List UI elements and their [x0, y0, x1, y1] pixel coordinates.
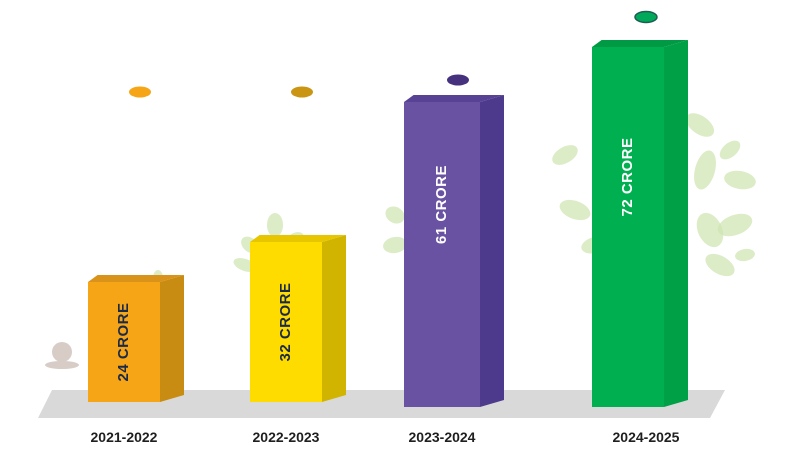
x-tick-label: 2023-2024 — [409, 429, 476, 445]
leaf-decoration — [696, 212, 724, 248]
leaf-decoration — [685, 113, 715, 137]
x-tick-label: 2021-2022 — [91, 429, 158, 445]
marker-dot — [129, 86, 151, 98]
bar-2021-2022: 24 CRORE — [88, 86, 184, 402]
bar-top-face — [592, 40, 688, 47]
marker-dot — [447, 74, 469, 86]
bar-top-face — [250, 235, 346, 242]
bar-front-face — [250, 242, 322, 402]
bar-2022-2023: 32 CRORE — [250, 86, 346, 402]
bar-side-face — [664, 40, 688, 407]
leaf-decoration — [559, 199, 591, 221]
leaf-decoration — [705, 253, 735, 277]
data-label: 24 CRORE — [115, 302, 132, 381]
leaf-decoration — [719, 140, 741, 160]
snail-decoration — [52, 342, 72, 362]
bar-front-face — [592, 47, 664, 407]
bar-top-face — [88, 275, 184, 282]
bars-group: 24 CRORE 32 CRORE 61 CRORE 72 CRORE — [88, 10, 688, 407]
leaf-decoration — [552, 145, 578, 165]
leaf-decoration — [717, 213, 753, 237]
marker-dot — [291, 86, 313, 98]
bar-side-face — [480, 95, 504, 407]
x-axis-labels: 2021-2022 2022-2023 2023-2024 2024-2025 — [91, 429, 680, 445]
chart-floor — [38, 390, 725, 418]
leaf-decoration — [724, 170, 756, 190]
bar-side-face — [160, 275, 184, 402]
bar-front-face — [88, 282, 160, 402]
leaf-decoration — [385, 206, 405, 224]
data-label: 72 CRORE — [619, 137, 636, 216]
bar-front-face — [404, 102, 480, 407]
bar-2024-2025: 72 CRORE — [592, 10, 688, 407]
leaf-decoration — [267, 213, 283, 237]
leaf-decoration — [694, 150, 716, 190]
bar-2023-2024: 61 CRORE — [404, 74, 504, 407]
x-tick-label: 2022-2023 — [253, 429, 320, 445]
leaf-decoration — [735, 248, 755, 262]
data-label: 61 CRORE — [433, 165, 450, 244]
snail-base-decoration — [45, 361, 79, 369]
bar-top-face — [404, 95, 504, 102]
leaf-decoration — [383, 236, 407, 254]
bar-side-face — [322, 235, 346, 402]
x-tick-label: 2024-2025 — [613, 429, 680, 445]
marker-dot — [634, 10, 658, 24]
data-label: 32 CRORE — [277, 282, 294, 361]
